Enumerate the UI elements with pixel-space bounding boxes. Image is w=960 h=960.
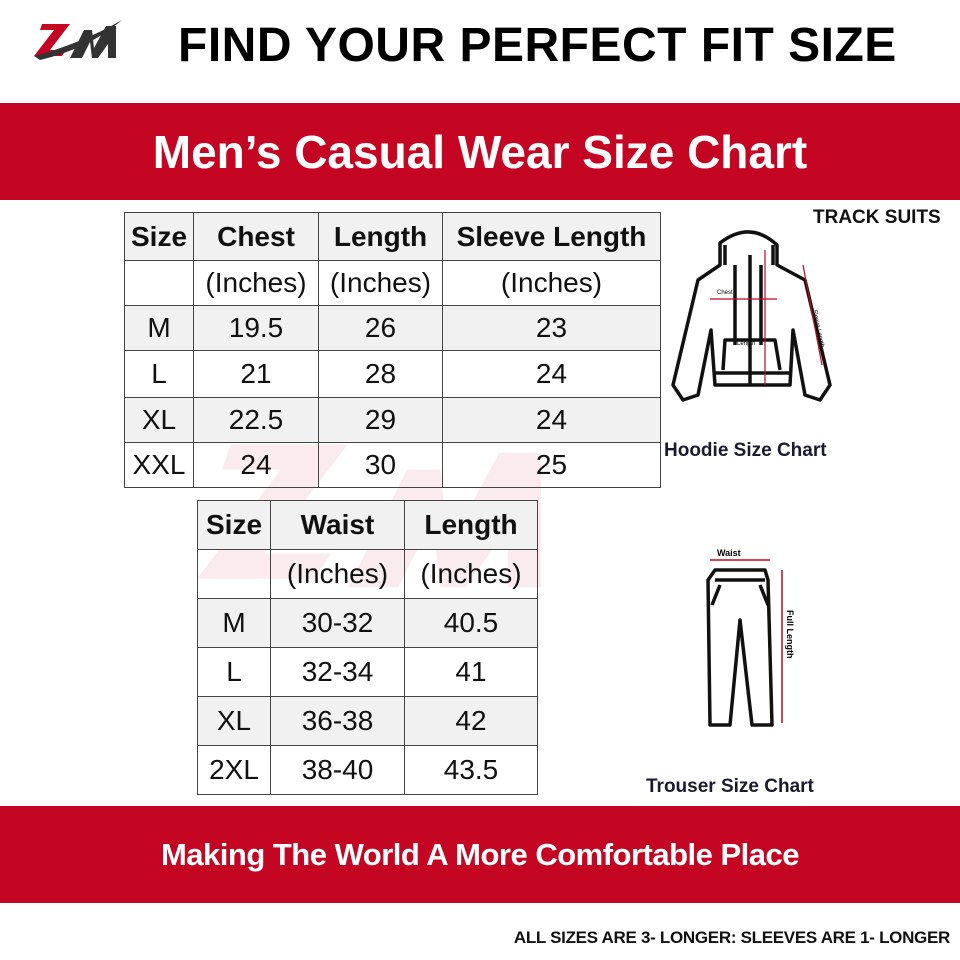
size-cell: L (124, 350, 194, 398)
logo (30, 14, 130, 70)
waist-cell: 32-34 (270, 647, 405, 697)
chest-cell: 22.5 (193, 397, 319, 443)
unit-cell: (Inches) (193, 260, 319, 306)
length-cell: 30 (318, 442, 443, 488)
length-cell: 29 (318, 397, 443, 443)
chart-title-banner: Men’s Casual Wear Size Chart (0, 103, 960, 200)
sleeve-length-label: Sleeve Length (811, 309, 825, 348)
chart-title: Men’s Casual Wear Size Chart (152, 125, 808, 178)
hoodie-size-table: Size Chest Length Sleeve Length (Inches)… (124, 212, 661, 488)
length-cell: 28 (318, 350, 443, 398)
table-row: 2XL 38-40 43.5 (197, 745, 538, 795)
page-title: FIND YOUR PERFECT FIT SIZE (178, 19, 897, 72)
size-cell: 2XL (197, 745, 271, 795)
sizing-note: ALL SIZES ARE 3- LONGER: SLEEVES ARE 1- … (513, 928, 950, 947)
table-row: L 32-34 41 (197, 647, 538, 697)
unit-cell (197, 549, 271, 599)
header-size: Size (124, 212, 194, 261)
unit-cell (124, 260, 194, 306)
waist-cell: 30-32 (270, 598, 405, 648)
sleeve-cell: 25 (442, 442, 661, 488)
waist-label: Waist (717, 548, 741, 558)
trouser-diagram: Waist Full Length (706, 548, 795, 727)
length-cell: 41 (404, 647, 538, 697)
table-row: XXL 24 30 25 (124, 442, 661, 488)
header-chest: Chest (193, 212, 319, 261)
header-waist: Waist (270, 500, 405, 550)
slogan: Making The World A More Comfortable Plac… (160, 836, 800, 872)
unit-cell: (Inches) (442, 260, 661, 306)
size-cell: XL (197, 696, 271, 746)
unit-cell: (Inches) (318, 260, 443, 306)
chest-cell: 19.5 (193, 305, 319, 351)
header-length: Length (404, 500, 538, 550)
trouser-caption: Trouser Size Chart (646, 776, 814, 797)
table-row: M 19.5 26 23 (124, 305, 661, 351)
hoodie-caption: Hoodie Size Chart (664, 440, 827, 461)
size-cell: XL (124, 397, 194, 443)
waist-cell: 36-38 (270, 696, 405, 746)
hoodie-diagram: Chest Length Sleeve Length (671, 230, 832, 402)
table-row: L 21 28 24 (124, 350, 661, 398)
size-cell: M (197, 598, 271, 648)
chest-cell: 21 (193, 350, 319, 398)
chest-label: Chest (717, 290, 733, 296)
size-cell: L (197, 647, 271, 697)
sleeve-cell: 24 (442, 397, 661, 443)
length-cell: 26 (318, 305, 443, 351)
header-size: Size (197, 500, 271, 550)
length-label: Length (737, 341, 755, 347)
sleeve-cell: 23 (442, 305, 661, 351)
length-cell: 43.5 (404, 745, 538, 795)
sleeve-cell: 24 (442, 350, 661, 398)
header-sleeve-length: Sleeve Length (442, 212, 661, 261)
trouser-size-table: Size Waist Length (Inches) (Inches) M 30-32 4… (197, 500, 538, 795)
length-cell: 40.5 (404, 598, 538, 648)
size-cell: XXL (124, 442, 194, 488)
unit-cell: (Inches) (270, 549, 405, 599)
table-row: XL 22.5 29 24 (124, 397, 661, 443)
header-length: Length (318, 212, 443, 261)
table-row: M 30-32 40.5 (197, 598, 538, 648)
category-label: TRACK SUITS (813, 207, 941, 228)
size-cell: M (124, 305, 194, 351)
full-length-label: Full Length (785, 610, 795, 659)
waist-cell: 38-40 (270, 745, 405, 795)
table-row: XL 36-38 42 (197, 696, 538, 746)
length-cell: 42 (404, 696, 538, 746)
chest-cell: 24 (193, 442, 319, 488)
unit-cell: (Inches) (404, 549, 538, 599)
slogan-banner: Making The World A More Comfortable Plac… (0, 806, 960, 903)
